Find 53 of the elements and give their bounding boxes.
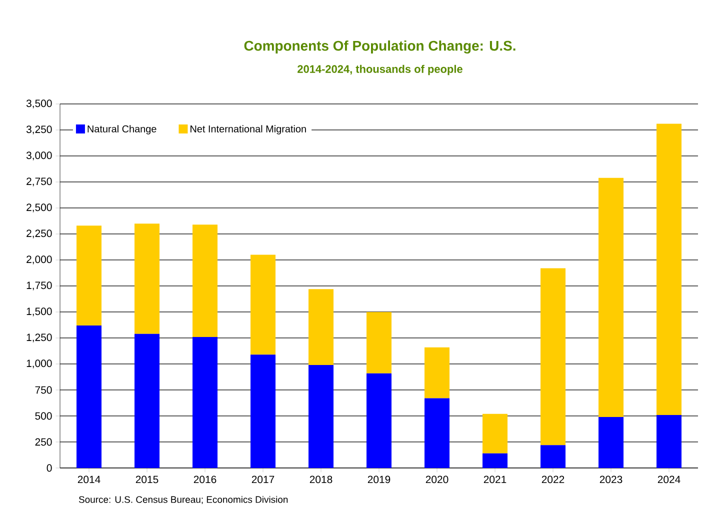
y-tick-label: 1,500 xyxy=(26,308,52,316)
x-tick-label: 2020 xyxy=(426,476,448,484)
bar xyxy=(482,453,508,468)
bar xyxy=(656,414,682,468)
bar xyxy=(134,334,160,468)
x-tick-label: 2019 xyxy=(368,476,390,484)
x-tick-label: 2015 xyxy=(136,476,158,484)
legend-label: Net International Migration xyxy=(190,125,306,134)
bar xyxy=(308,365,334,468)
bar xyxy=(656,124,682,415)
bar xyxy=(598,417,624,468)
y-tick-label: 0 xyxy=(46,464,52,472)
y-tick-label: 2,000 xyxy=(26,256,52,264)
y-tick-label: 3,000 xyxy=(26,152,52,160)
y-tick-label: 3,500 xyxy=(26,100,52,108)
bar xyxy=(482,414,508,454)
x-tick-label: 2016 xyxy=(194,476,216,484)
chart-subtitle: 2014-2024, thousands of people xyxy=(298,64,462,76)
y-tick-label: 500 xyxy=(35,412,52,420)
x-tick-label: 2017 xyxy=(252,476,274,484)
x-tick-label: 2014 xyxy=(78,476,100,484)
y-tick-label: 3,250 xyxy=(26,126,52,134)
y-tick-label: 2,250 xyxy=(26,230,52,238)
bar xyxy=(308,289,334,366)
bar xyxy=(366,373,392,468)
bar xyxy=(540,268,566,446)
bar xyxy=(424,347,450,398)
y-tick-label: 1,250 xyxy=(26,334,52,342)
bar xyxy=(192,336,218,468)
x-tick-label: 2024 xyxy=(658,476,680,484)
x-tick-label: 2018 xyxy=(310,476,332,484)
x-tick-label: 2022 xyxy=(542,476,564,484)
y-tick-label: 2,500 xyxy=(26,204,52,212)
bar xyxy=(76,326,102,468)
bar xyxy=(366,312,392,374)
x-tick-label: 2023 xyxy=(600,476,622,484)
y-tick-label: 1,000 xyxy=(26,360,52,368)
bar xyxy=(424,398,450,468)
chart-title: Components Of Population Change: U.S. xyxy=(244,40,516,54)
bar xyxy=(192,224,218,337)
x-tick-label: 2021 xyxy=(484,476,506,484)
legend-label: Natural Change xyxy=(88,125,156,134)
y-tick-label: 750 xyxy=(35,386,52,394)
source-note: Source: U.S. Census Bureau; Economics Division xyxy=(78,496,288,504)
y-tick-label: 1,750 xyxy=(26,282,52,290)
bar xyxy=(76,226,102,326)
bar xyxy=(250,354,276,468)
y-tick-label: 2,750 xyxy=(26,178,52,186)
bar xyxy=(250,254,276,355)
y-tick-label: 250 xyxy=(35,438,52,446)
bar xyxy=(540,445,566,468)
bar xyxy=(134,224,160,334)
bar xyxy=(598,178,624,418)
